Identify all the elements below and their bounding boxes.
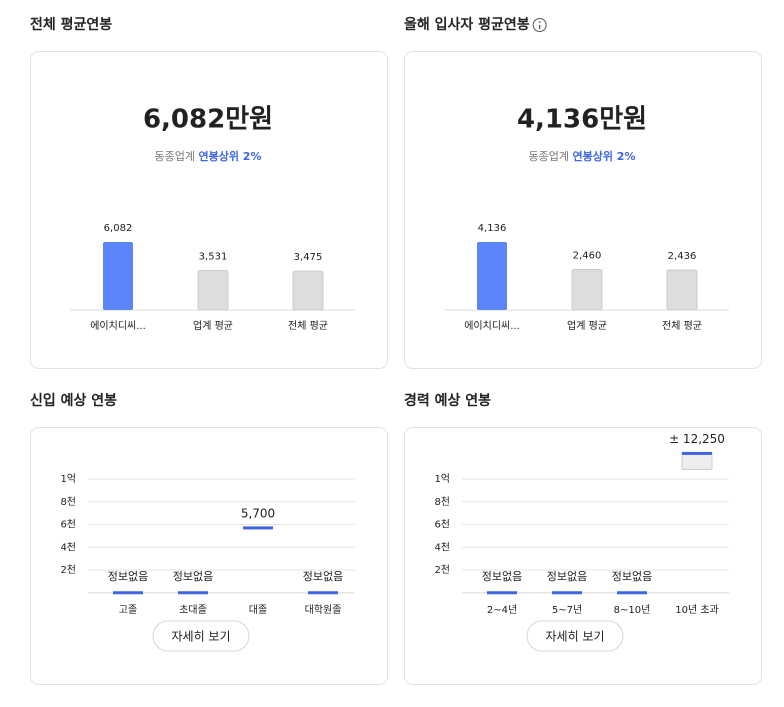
value-dash [243,526,273,530]
category-label: 전체 평균 [662,320,702,332]
value-label: 정보없음 [108,570,148,583]
range-box [681,452,713,470]
category-label: 대학원졸 [305,604,342,616]
value-label: 4,136 [478,223,507,234]
value-label: 2,460 [573,251,602,262]
category-label: 대졸 [249,604,267,616]
no-data-dash [178,591,208,595]
y-tick-label: 1억 [434,473,450,485]
no-data-dash [552,591,582,595]
detail-button[interactable] [152,620,250,652]
category-label: 에이치디씨... [464,320,520,332]
category-label: 고졸 [119,604,137,616]
value-label: ± 12,250 [669,432,725,446]
card [30,427,388,685]
value-label: 6,082 [104,223,133,234]
value-label: 정보없음 [173,570,213,583]
value-label: 3,475 [294,252,323,263]
section-title: 올해 입사자 평균연봉 [404,16,530,33]
y-tick-label: 2천 [60,564,76,576]
category-label: 10년 초과 [675,604,719,616]
value-label: 정보없음 [303,570,343,583]
detail-button-label: 자세히 보기 [171,630,230,644]
no-data-dash [113,591,143,595]
category-label: 8~10년 [614,604,651,616]
y-tick-label: 8천 [60,496,76,508]
category-label: 초대졸 [179,604,207,616]
subtitle-prefix: 동종업계 [529,150,569,163]
bar [571,269,603,311]
no-data-dash [617,591,647,595]
y-tick-label: 2천 [434,564,450,576]
category-label: 전체 평균 [288,320,328,332]
section-title: 전체 평균연봉 [30,16,112,33]
bar [477,242,507,310]
value-label: 정보없음 [547,570,587,583]
value-label: 5,700 [241,506,275,520]
y-tick-label: 6천 [60,519,76,531]
value-label: 3,531 [199,252,228,263]
headline: 6,082만원 [143,105,273,135]
info-icon[interactable] [532,18,547,32]
bar [292,270,324,311]
detail-button[interactable] [526,620,624,652]
section-title: 경력 예상 연봉 [404,392,491,409]
detail-button-label: 자세히 보기 [545,630,604,644]
y-tick-label: 6천 [434,519,450,531]
y-tick-label: 1억 [60,473,76,485]
category-label: 에이치디씨... [90,320,146,332]
subtitle-prefix: 동종업계 [155,150,195,163]
value-dash [682,451,712,455]
y-tick-label: 4천 [434,541,450,553]
no-data-dash [308,591,338,595]
subtitle: 동종업계 연봉상위 2% [529,149,636,163]
subtitle-highlight: 연봉상위 2% [572,149,635,163]
bar [103,242,133,310]
category-label: 5~7년 [552,604,582,616]
y-tick-label: 8천 [434,496,450,508]
bar [666,269,698,311]
section-title: 신입 예상 연봉 [30,393,117,409]
value-label: 정보없음 [482,570,522,583]
category-label: 업계 평균 [567,319,607,332]
value-label: 2,436 [668,251,697,262]
category-label: 2~4년 [487,604,517,616]
card [404,427,762,685]
subtitle: 동종업계 연봉상위 2% [155,149,262,163]
category-label: 업계 평균 [193,319,233,332]
no-data-dash [487,591,517,595]
subtitle-highlight: 연봉상위 2% [198,149,261,163]
info-icon-dot [538,21,541,23]
y-tick-label: 4천 [60,541,76,553]
headline: 4,136만원 [517,105,647,135]
bar [197,270,229,311]
value-label: 정보없음 [612,570,652,583]
